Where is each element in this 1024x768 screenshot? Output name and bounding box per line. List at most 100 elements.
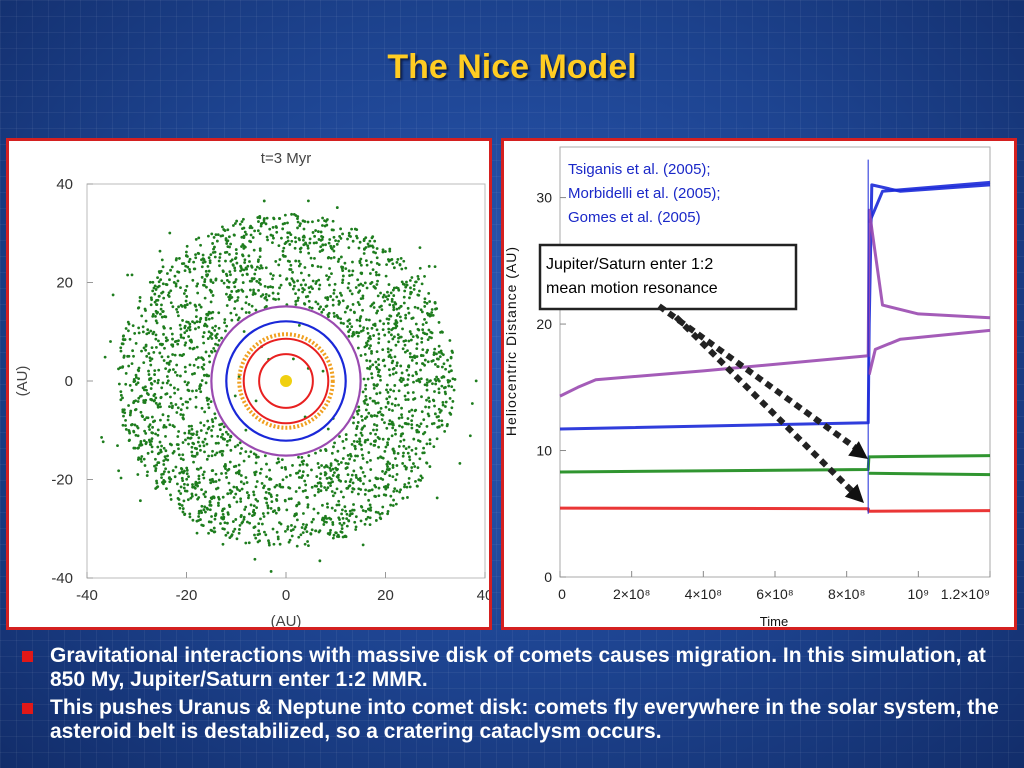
comet-point (283, 466, 287, 469)
comet-point (177, 305, 180, 309)
comet-point (389, 348, 393, 352)
comet-point (370, 414, 374, 418)
x-tick-label: 0 (282, 587, 290, 604)
comet-point (132, 430, 136, 434)
comet-point (348, 318, 351, 322)
comet-point (243, 258, 247, 262)
comet-point (245, 272, 249, 276)
comet-point (192, 460, 195, 464)
comet-point (387, 422, 391, 426)
comet-point (193, 446, 197, 450)
comet-point (435, 352, 438, 356)
comet-point (272, 236, 275, 240)
comet-point (179, 457, 183, 461)
comet-point (236, 298, 239, 302)
comet-point (301, 235, 305, 239)
comet-point (383, 364, 387, 368)
comet-point (248, 521, 252, 525)
comet-point (284, 529, 287, 533)
comet-point (324, 488, 328, 492)
comet-point (403, 464, 407, 468)
comet-point (375, 414, 379, 418)
comet-point (202, 341, 206, 345)
comet-point (385, 383, 389, 387)
comet-point (359, 257, 363, 261)
comet-point (398, 262, 402, 266)
comet-point (179, 413, 183, 416)
comet-point (218, 256, 222, 259)
comet-point (211, 242, 214, 245)
comet-point (280, 458, 284, 462)
comet-point (216, 343, 220, 347)
comet-point (176, 342, 180, 346)
comet-point (159, 396, 163, 400)
comet-point (444, 400, 448, 404)
comet-point (418, 289, 421, 293)
comet-point (200, 511, 204, 515)
comet-point (304, 483, 308, 487)
comet-point (203, 296, 207, 300)
comet-point (188, 512, 192, 516)
comet-point (231, 224, 235, 227)
comet-point (390, 299, 394, 303)
comet-point (356, 334, 360, 338)
comet-point (329, 484, 332, 488)
comet-point (317, 466, 321, 469)
comet-point (408, 458, 412, 462)
comet-point (208, 501, 212, 504)
comet-point (158, 249, 162, 253)
comet-point (407, 477, 411, 480)
comet-point (286, 239, 290, 243)
comet-point (474, 379, 478, 383)
comet-point (232, 496, 236, 499)
comet-point (117, 367, 120, 371)
comet-point (362, 377, 366, 381)
comet-point (160, 315, 164, 319)
comet-point (408, 485, 412, 489)
comet-point (184, 341, 188, 345)
comet-point (333, 315, 336, 318)
comet-point (401, 496, 405, 500)
comet-point (281, 249, 285, 253)
comet-point (356, 412, 360, 416)
comet-point (130, 423, 133, 427)
comet-point (267, 294, 271, 298)
comet-point (292, 284, 296, 288)
comet-point (175, 307, 178, 311)
comet-point (420, 476, 424, 480)
comet-point (356, 421, 360, 424)
comet-point (246, 264, 250, 268)
comet-point (160, 444, 163, 448)
orbit-plot-panel: t=3 Myr-40-200204040200-20-40(AU)(AU) (6, 138, 492, 630)
comet-point (191, 518, 195, 522)
comet-point (223, 462, 227, 466)
comet-point (267, 539, 270, 543)
comet-point (194, 327, 197, 331)
bullet-square-icon (22, 703, 33, 714)
comet-point (119, 476, 123, 480)
comet-point (152, 350, 156, 354)
comet-point (183, 304, 187, 308)
comet-point (198, 387, 201, 391)
comet-point (392, 305, 396, 309)
comet-point (420, 340, 424, 344)
comet-point (340, 530, 344, 534)
comet-point (173, 340, 177, 344)
comet-point (354, 447, 357, 451)
comet-point (142, 399, 146, 402)
comet-point (194, 405, 198, 409)
comet-point (333, 441, 336, 445)
comet-point (179, 286, 182, 289)
comet-point (197, 509, 201, 513)
comet-point (223, 521, 227, 525)
comet-point (348, 509, 352, 513)
comet-point (384, 405, 388, 409)
comet-point (418, 246, 422, 250)
comet-point (295, 544, 299, 548)
comet-point (166, 272, 169, 275)
comet-point (209, 481, 213, 485)
comet-point (423, 363, 426, 367)
comet-point (162, 359, 166, 362)
comet-point (218, 450, 222, 454)
comet-point (297, 259, 301, 263)
